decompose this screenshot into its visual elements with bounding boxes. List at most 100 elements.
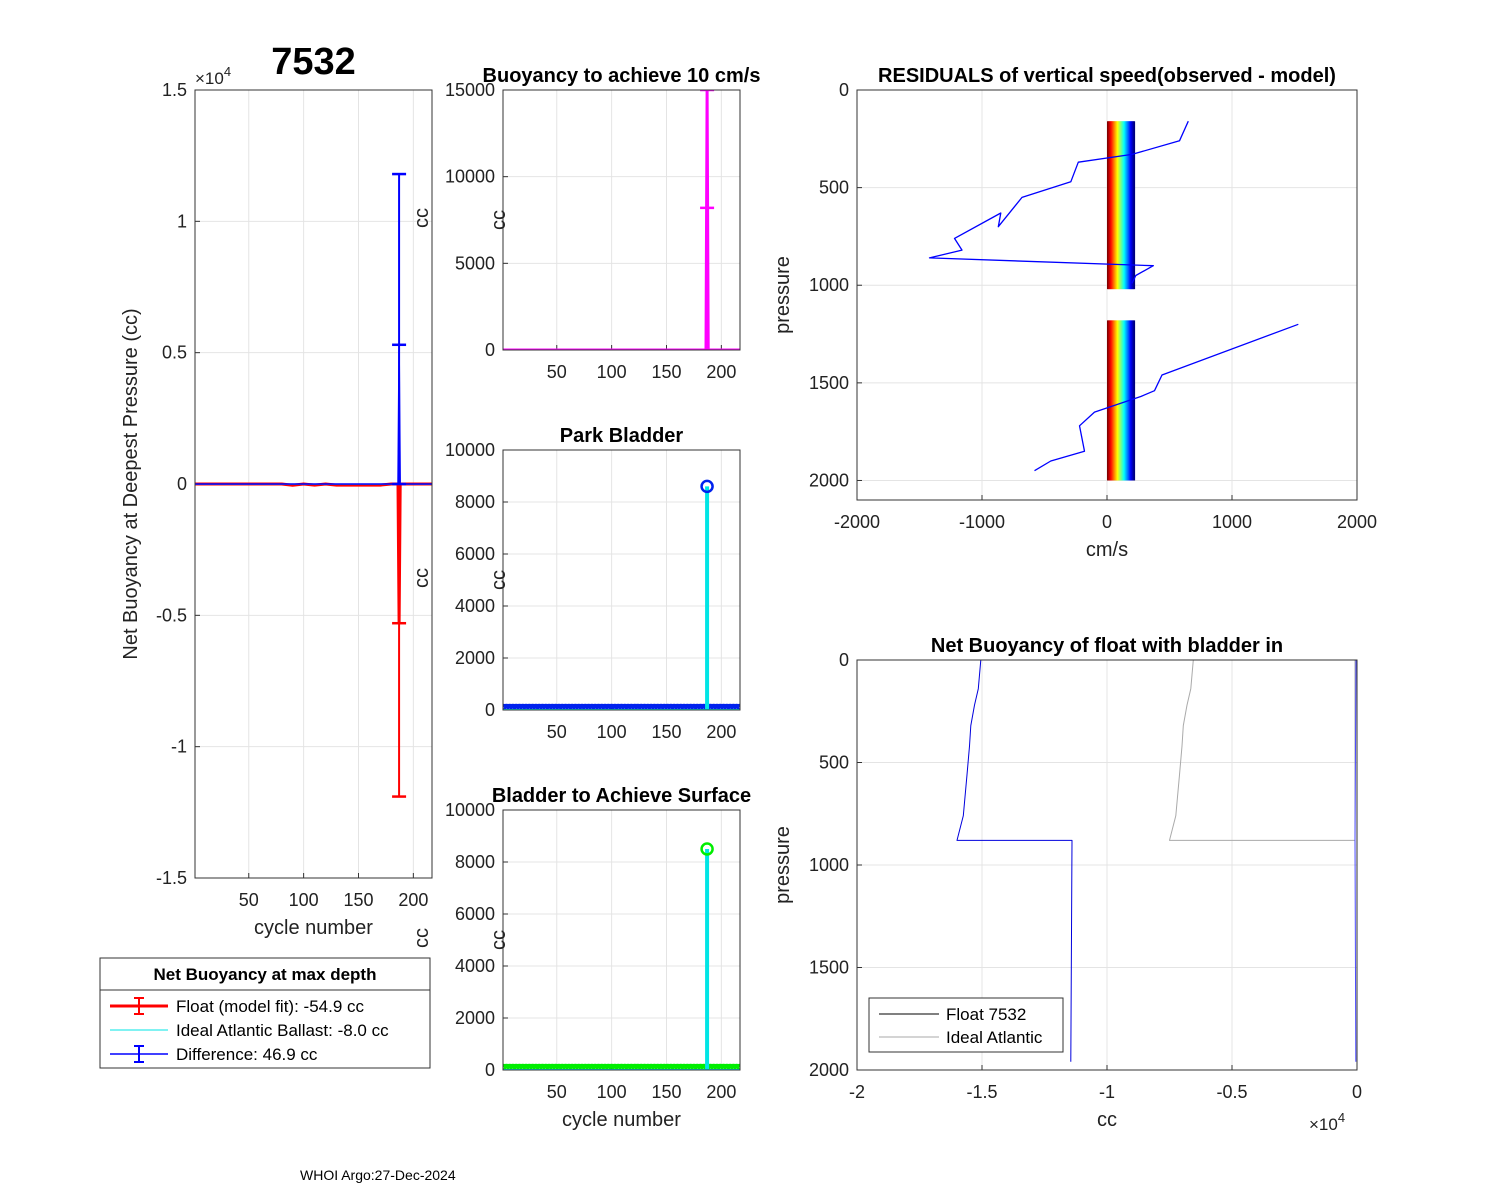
residual-band-stripe <box>1115 320 1117 481</box>
x-axis-label: cm/s <box>1086 539 1128 561</box>
axes-title: 7532 <box>271 41 356 83</box>
residual-band-stripe <box>1122 320 1125 481</box>
residual-band-stripe <box>1124 320 1126 481</box>
y-axis-label: cc <box>488 210 510 230</box>
residual-band-stripe <box>1117 121 1119 290</box>
y-tick-label: 4000 <box>455 596 495 616</box>
y-tick-label: 2000 <box>455 1008 495 1028</box>
y-tick-label: 10000 <box>445 800 495 820</box>
axes-title: Bladder to Achieve Surface <box>492 785 751 807</box>
x-tick-label: 50 <box>547 1082 567 1102</box>
axes-frame <box>194 89 433 879</box>
residual-band-stripe <box>1121 320 1124 481</box>
x-tick-label: 200 <box>706 362 736 382</box>
x-axis-label: cycle number <box>562 1109 681 1131</box>
x-tick-label: 100 <box>597 1082 627 1102</box>
y-tick-label: 6000 <box>455 544 495 564</box>
residual-band-stripe <box>1112 121 1115 290</box>
x-tick-label: 50 <box>547 722 567 742</box>
plot-content <box>928 120 1299 481</box>
axes-frame <box>502 449 741 711</box>
residual-band-stripe <box>1128 121 1130 290</box>
y-tick-label: 10000 <box>445 440 495 460</box>
axes-residuals: -2000 -1000 0 1000 2000 0 500 1000 1500 2000 RESID… <box>772 65 1377 561</box>
legend-entry: Ideal Atlantic <box>946 1028 1043 1047</box>
axes-frame <box>856 89 1358 501</box>
y-tick-label: 0 <box>839 80 849 100</box>
series-line <box>1034 323 1299 472</box>
axes-frame <box>502 809 741 1071</box>
residual-band-stripe <box>1122 121 1125 290</box>
residual-band-stripe <box>1118 320 1121 481</box>
y-axis-label: pressure <box>772 826 794 904</box>
y-tick-label: 2000 <box>809 470 849 490</box>
residual-band-stripe <box>1118 320 1120 481</box>
plot-area <box>503 810 740 1070</box>
legend-entry: Float 7532 <box>946 1005 1026 1024</box>
y-tick-label: 0 <box>485 340 495 360</box>
y-axis-label: cc <box>488 930 510 950</box>
residual-band-stripe <box>1113 320 1115 481</box>
plot-content <box>503 842 740 1070</box>
residual-band-stripe <box>1123 320 1126 481</box>
residual-band-stripe <box>1119 320 1122 481</box>
residual-band-stripe <box>1133 320 1136 481</box>
legend-title: Net Buoyancy at max depth <box>154 965 377 984</box>
y-tick-label: 10000 <box>445 167 495 187</box>
x-tick-label: 200 <box>706 722 736 742</box>
legend-entry: Ideal Atlantic Ballast: -8.0 cc <box>176 1021 389 1040</box>
legend-box <box>99 957 431 1069</box>
y-tick-label: 2000 <box>455 648 495 668</box>
x-tick-label: -1000 <box>959 512 1005 532</box>
residual-band-stripe <box>1107 320 1109 481</box>
residual-band-stripe <box>1123 121 1126 290</box>
residual-band-stripe <box>1112 320 1115 481</box>
residual-band-stripe <box>1116 320 1118 481</box>
y-axis-label-cc: cc <box>411 568 433 588</box>
y-tick-label: -0.5 <box>156 605 187 625</box>
x-tick-label: -1 <box>1099 1082 1115 1102</box>
residual-band-stripe <box>1113 121 1115 290</box>
y-tick-label: 6000 <box>455 904 495 924</box>
residual-band-stripe <box>1121 121 1124 290</box>
residual-band-stripe <box>1119 121 1122 290</box>
legend-entry: Float (model fit): -54.9 cc <box>176 997 365 1016</box>
residual-band-stripe <box>1120 121 1123 290</box>
plot-area <box>503 450 740 710</box>
residual-band-stripe <box>1111 121 1114 290</box>
y-tick-label: 5000 <box>455 253 495 273</box>
series-line <box>1354 660 1357 1062</box>
residual-band-stripe <box>1130 121 1133 290</box>
axes-title: Park Bladder <box>560 425 684 447</box>
y-exponent-power: 4 <box>224 64 231 79</box>
axes-title: RESIDUALS of vertical speed(observed - m… <box>878 65 1336 87</box>
x-tick-label: -0.5 <box>1216 1082 1247 1102</box>
residual-band-stripe <box>1120 320 1123 481</box>
x-tick-label: -2000 <box>834 512 880 532</box>
residual-band-stripe <box>1107 121 1110 290</box>
legend-net-buoyancy: Net Buoyancy at max depth Float (model fi… <box>99 957 431 1069</box>
plot-content <box>956 660 1357 1062</box>
y-tick-label: 1.5 <box>162 80 187 100</box>
legend-box <box>868 997 1064 1053</box>
residual-band-stripe <box>1129 121 1131 290</box>
residual-band-stripe <box>1114 121 1116 290</box>
residual-band-stripe <box>1110 320 1113 481</box>
x-tick-label: 200 <box>706 1082 736 1102</box>
y-axis-label: Net Buoyancy at Deepest Pressure (cc) <box>120 308 142 659</box>
y-tick-label: 1500 <box>809 373 849 393</box>
y-tick-label: -1.5 <box>156 868 187 888</box>
y-tick-label: 0 <box>177 474 187 494</box>
y-tick-label: 8000 <box>455 852 495 872</box>
series-line <box>928 120 1189 284</box>
x-tick-label: 2000 <box>1337 512 1377 532</box>
residual-band-stripe <box>1125 320 1127 481</box>
residual-band-stripe <box>1108 320 1111 481</box>
x-axis-label: cycle number <box>254 917 373 939</box>
y-tick-label: 1 <box>177 211 187 231</box>
plot-content <box>195 172 432 798</box>
y-tick-label: 8000 <box>455 492 495 512</box>
legend-entry: Difference: 46.9 cc <box>176 1045 318 1064</box>
